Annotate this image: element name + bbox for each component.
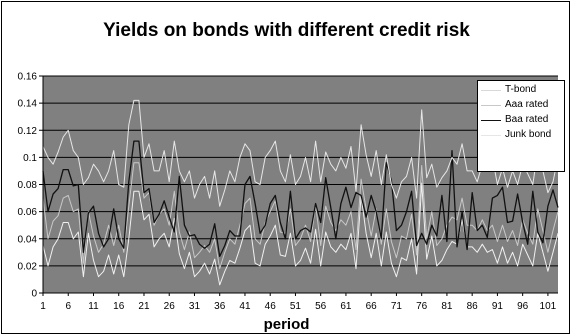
legend-label-aaa-rated: Aaa rated [505, 99, 549, 110]
x-tick-label: 91 [492, 301, 504, 312]
legend-swatch-junk-bond [481, 135, 501, 136]
x-tick-label: 11 [88, 301, 99, 312]
x-tick-label: 96 [517, 301, 529, 312]
x-tick-label: 71 [391, 301, 403, 312]
legend-item-baa-rated: Baa rated [481, 114, 565, 126]
series-line-t-bond [42, 182, 559, 286]
y-tick-label: 0.16 [18, 72, 38, 83]
x-tick-label: 66 [366, 301, 378, 312]
legend-label-t-bond: T-bond [505, 84, 537, 95]
x-tick-label: 46 [265, 301, 277, 312]
series-line-aaa-rated [42, 162, 559, 270]
legend-swatch-baa-rated [481, 120, 501, 121]
x-tick-label: 86 [467, 301, 479, 312]
x-tick-label: 101 [540, 301, 557, 312]
x-tick-label: 6 [65, 301, 71, 312]
y-tick-label: 0.04 [18, 234, 38, 245]
y-tick-label: 0.1 [23, 153, 37, 164]
y-tick-label: 0.14 [18, 99, 38, 110]
legend-item-junk-bond: Junk bond [481, 129, 565, 141]
x-tick-label: 31 [189, 301, 201, 312]
legend-swatch-aaa-rated [481, 105, 501, 106]
legend-item-aaa-rated: Aaa rated [481, 99, 565, 111]
x-tick-label: 56 [315, 301, 327, 312]
x-tick-label: 21 [138, 301, 150, 312]
x-tick-label: 1 [40, 301, 46, 312]
x-tick-label: 26 [164, 301, 176, 312]
legend-label-junk-bond: Junk bond [505, 129, 552, 140]
y-tick-label: 0 [31, 289, 37, 300]
y-tick-label: 0.02 [18, 261, 38, 272]
legend: T-bond Aaa rated Baa rated Junk bond [477, 80, 565, 172]
y-tick-label: 0.08 [18, 180, 38, 191]
series-line-junk-bond [42, 99, 559, 207]
legend-label-baa-rated: Baa rated [505, 114, 549, 125]
series-line-baa-rated [42, 140, 559, 258]
chart-title: Yields on bonds with different credit ri… [103, 20, 470, 41]
x-axis-label: period [263, 316, 310, 333]
x-tick-label: 41 [239, 301, 251, 312]
x-tick-label: 36 [214, 301, 226, 312]
x-tick-label: 51 [290, 301, 302, 312]
x-tick-label: 76 [416, 301, 428, 312]
y-tick-label: 0.12 [18, 126, 38, 137]
x-tick-label: 81 [441, 301, 453, 312]
x-tick-label: 16 [113, 301, 125, 312]
x-tick-label: 61 [340, 301, 352, 312]
y-tick-label: 0.06 [18, 207, 38, 218]
legend-swatch-t-bond [481, 90, 501, 91]
legend-item-t-bond: T-bond [481, 84, 565, 96]
